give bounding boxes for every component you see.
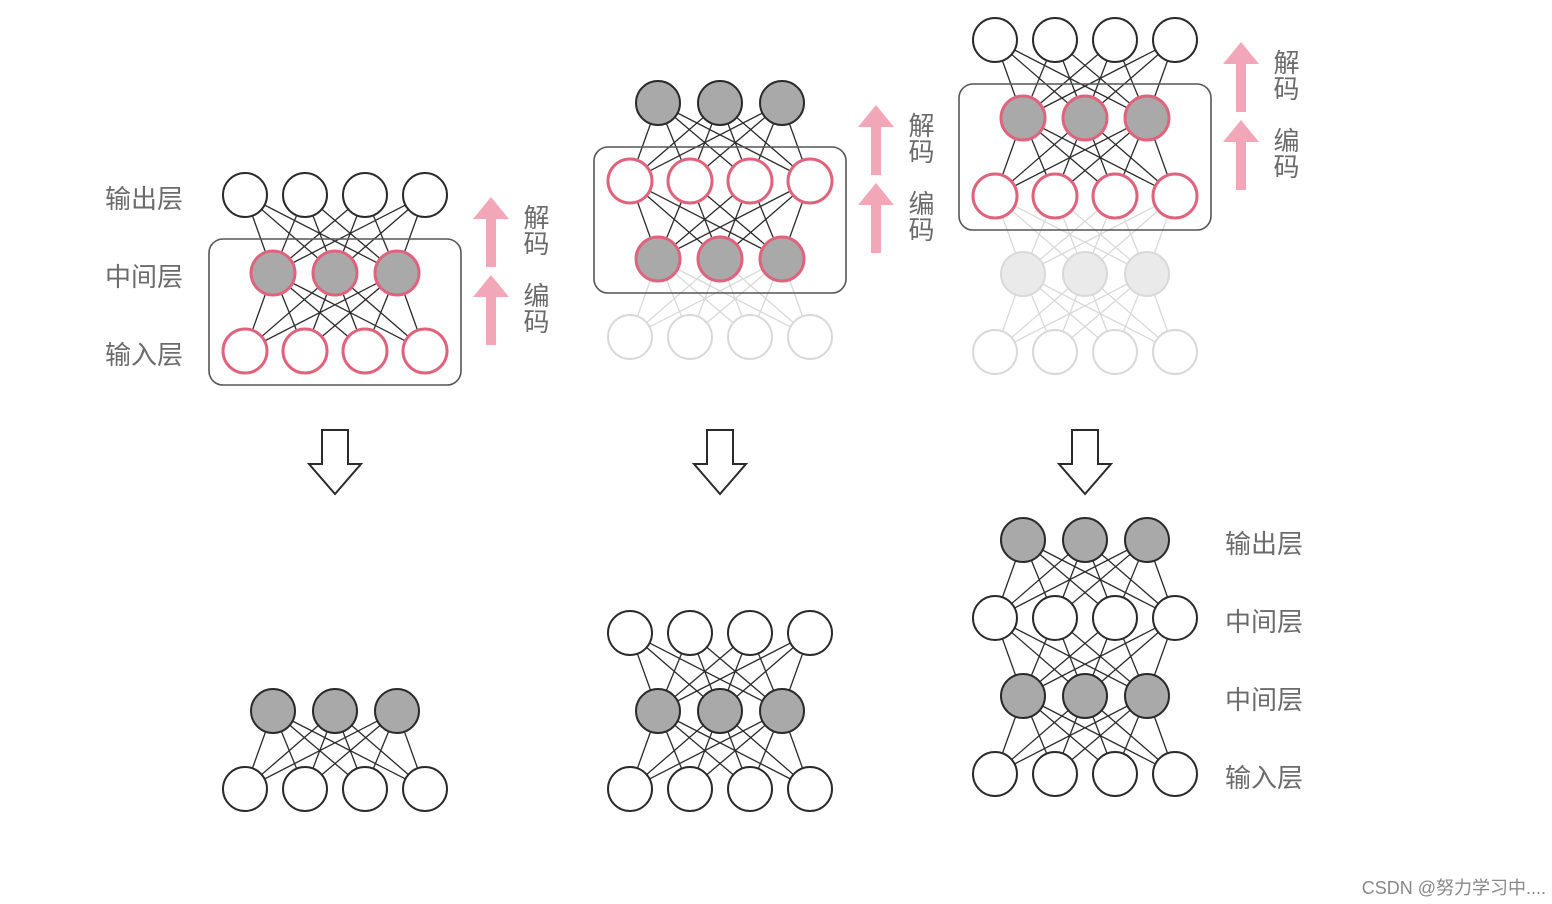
layer-label: 输出层 (105, 179, 183, 216)
layer-label: 解码 (902, 112, 939, 164)
layer-label: 编码 (902, 190, 939, 242)
layer-label: 中间层 (1225, 602, 1303, 639)
layer-label: 输入层 (1225, 758, 1303, 795)
layer-label: 编码 (1267, 127, 1304, 179)
layer-label: 中间层 (105, 257, 183, 294)
layer-label: 解码 (1267, 49, 1304, 101)
layer-label: 解码 (517, 204, 554, 256)
watermark: CSDN @努力学习中.... (1362, 874, 1546, 900)
layer-label: 中间层 (1225, 680, 1303, 717)
layer-label: 输出层 (1225, 524, 1303, 561)
layer-label: 编码 (517, 282, 554, 334)
diagram-canvas (0, 0, 1552, 904)
layer-label: 输入层 (105, 335, 183, 372)
